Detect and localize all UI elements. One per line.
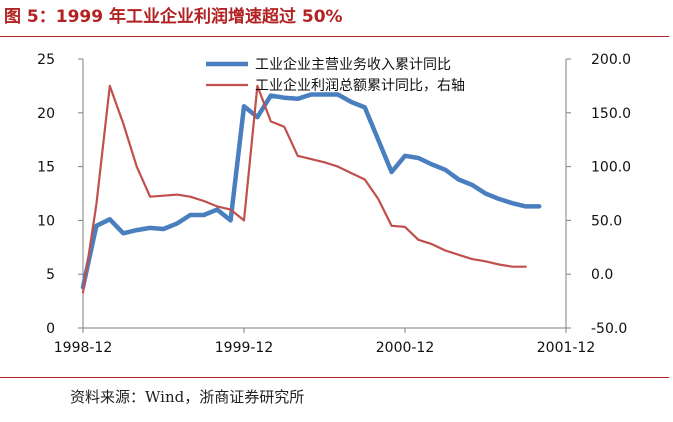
chart-title: 图 5：1999 年工业企业利润增速超过 50% bbox=[4, 7, 343, 27]
source-note: 资料来源：Wind，浙商证券研究所 bbox=[70, 388, 305, 406]
x-axis-tick-label: 2000-12 bbox=[376, 340, 435, 356]
right-axis-tick-label: 50.0 bbox=[591, 213, 622, 229]
title-divider bbox=[0, 36, 669, 37]
chart-axes: 0 5 10 15 20 25 -50.0 0.0 50.0 100.0 150.0 200.0 199… bbox=[37, 52, 631, 356]
left-axis-tick-label: 20 bbox=[37, 106, 55, 122]
left-axis-tick-label: 15 bbox=[37, 160, 55, 176]
legend-label: 工业企业主营业务收入累计同比 bbox=[255, 56, 451, 73]
source-divider bbox=[0, 377, 669, 378]
right-axis-tick-label: 150.0 bbox=[591, 106, 631, 122]
right-axis-tick-label: 200.0 bbox=[591, 52, 631, 68]
left-axis-tick-label: 10 bbox=[37, 213, 55, 229]
legend-label: 工业企业利润总额累计同比，右轴 bbox=[255, 77, 465, 94]
right-axis-tick-label: -50.0 bbox=[591, 321, 627, 337]
series-line-profit bbox=[81, 84, 527, 294]
left-axis-tick-label: 5 bbox=[46, 267, 55, 283]
left-axis-tick-label: 0 bbox=[46, 321, 55, 337]
left-axis-tick-label: 25 bbox=[37, 52, 55, 68]
x-axis-tick-label: 2001-12 bbox=[537, 340, 596, 356]
right-axis-tick-label: 100.0 bbox=[591, 160, 631, 176]
chart-series bbox=[80, 84, 542, 294]
x-axis-tick-label: 1998-12 bbox=[54, 340, 113, 356]
x-axis-tick-label: 1999-12 bbox=[215, 340, 274, 356]
series-line-revenue bbox=[80, 92, 542, 290]
right-axis-tick-label: 0.0 bbox=[591, 267, 613, 283]
